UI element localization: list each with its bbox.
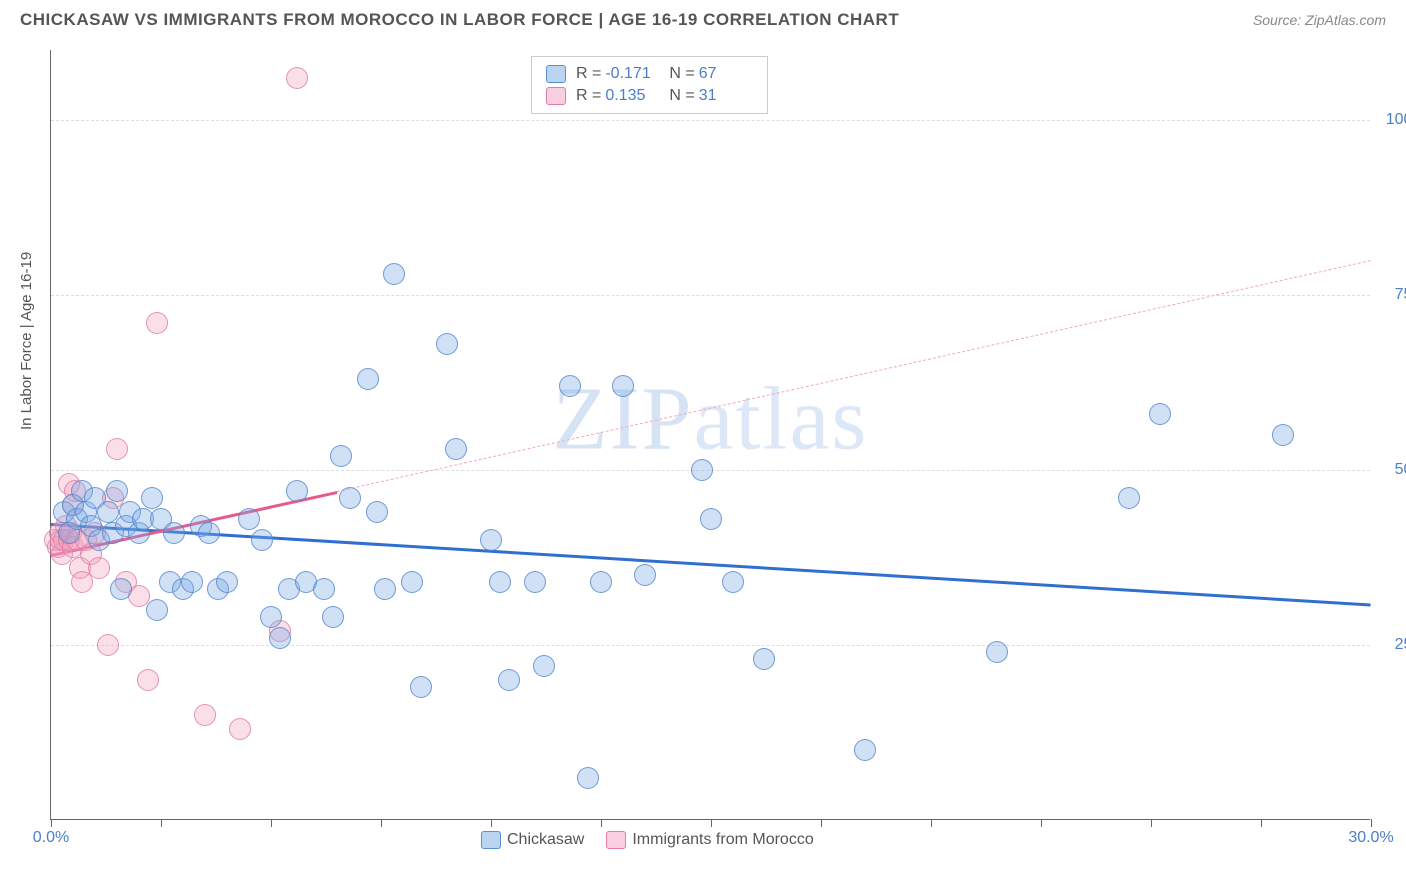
scatter-point-a: [110, 578, 132, 600]
stat-n-b: 31: [699, 87, 753, 105]
scatter-point-a: [590, 571, 612, 593]
scatter-point-a: [1118, 487, 1140, 509]
y-tick-label: 75.0%: [1380, 286, 1406, 304]
legend-label-a: Chickasaw: [507, 831, 584, 848]
gridline-h: [51, 120, 1370, 121]
scatter-point-a: [141, 487, 163, 509]
scatter-point-b: [146, 312, 168, 334]
trend-line: [51, 523, 1371, 606]
scatter-point-a: [489, 571, 511, 593]
scatter-point-a: [436, 333, 458, 355]
scatter-point-a: [163, 522, 185, 544]
source-label: Source: ZipAtlas.com: [1253, 12, 1386, 28]
x-tick: [1261, 819, 1262, 827]
x-tick: [601, 819, 602, 827]
legend-swatch-b-bottom: [606, 831, 626, 849]
x-tick-label: 30.0%: [1348, 829, 1393, 847]
x-tick: [1151, 819, 1152, 827]
scatter-point-b: [194, 704, 216, 726]
scatter-point-a: [251, 529, 273, 551]
scatter-point-a: [198, 522, 220, 544]
scatter-point-a: [330, 445, 352, 467]
scatter-point-a: [986, 641, 1008, 663]
scatter-point-a: [269, 627, 291, 649]
x-tick: [1041, 819, 1042, 827]
scatter-point-a: [357, 368, 379, 390]
x-tick: [931, 819, 932, 827]
scatter-point-a: [313, 578, 335, 600]
scatter-point-a: [146, 599, 168, 621]
scatter-point-a: [410, 676, 432, 698]
scatter-point-a: [383, 263, 405, 285]
scatter-point-a: [1272, 424, 1294, 446]
scatter-point-a: [260, 606, 282, 628]
scatter-point-b: [137, 669, 159, 691]
gridline-h: [51, 645, 1370, 646]
legend-swatch-b: [546, 87, 566, 105]
scatter-point-a: [216, 571, 238, 593]
y-tick-label: 25.0%: [1380, 636, 1406, 654]
x-tick-label: 0.0%: [33, 829, 69, 847]
x-tick: [51, 819, 52, 827]
x-tick: [1371, 819, 1372, 827]
scatter-point-a: [691, 459, 713, 481]
stat-n-a: 67: [699, 65, 753, 83]
scatter-point-a: [374, 578, 396, 600]
scatter-point-a: [286, 480, 308, 502]
legend-label-b: Immigrants from Morocco: [632, 831, 813, 848]
scatter-point-a: [700, 508, 722, 530]
scatter-point-a: [577, 767, 599, 789]
scatter-point-a: [366, 501, 388, 523]
legend-series: Chickasaw Immigrants from Morocco: [481, 831, 814, 849]
scatter-point-a: [533, 655, 555, 677]
scatter-point-a: [854, 739, 876, 761]
scatter-point-b: [88, 557, 110, 579]
stat-r-b: 0.135: [605, 87, 659, 105]
legend-swatch-a: [546, 65, 566, 83]
scatter-point-a: [722, 571, 744, 593]
y-tick-label: 100.0%: [1380, 111, 1406, 129]
scatter-point-a: [445, 438, 467, 460]
scatter-point-a: [181, 571, 203, 593]
plot-area: ZIPatlas R = -0.171 N = 67 R = 0.135 N =…: [50, 50, 1370, 820]
y-tick-label: 50.0%: [1380, 461, 1406, 479]
x-tick: [821, 819, 822, 827]
scatter-point-a: [524, 571, 546, 593]
scatter-point-a: [339, 487, 361, 509]
scatter-point-a: [401, 571, 423, 593]
scatter-point-a: [498, 669, 520, 691]
x-tick: [271, 819, 272, 827]
scatter-point-a: [238, 508, 260, 530]
x-tick: [161, 819, 162, 827]
scatter-point-a: [322, 606, 344, 628]
scatter-point-a: [1149, 403, 1171, 425]
x-tick: [491, 819, 492, 827]
x-tick: [711, 819, 712, 827]
y-axis-label: In Labor Force | Age 16-19: [18, 252, 35, 430]
legend-swatch-a-bottom: [481, 831, 501, 849]
legend-stats: R = -0.171 N = 67 R = 0.135 N = 31: [531, 56, 768, 114]
scatter-point-b: [286, 67, 308, 89]
x-tick: [381, 819, 382, 827]
scatter-point-a: [559, 375, 581, 397]
gridline-h: [51, 295, 1370, 296]
scatter-point-a: [480, 529, 502, 551]
scatter-point-a: [753, 648, 775, 670]
stat-r-a: -0.171: [605, 65, 659, 83]
scatter-point-b: [106, 438, 128, 460]
scatter-point-a: [634, 564, 656, 586]
scatter-point-b: [97, 634, 119, 656]
chart-title: CHICKASAW VS IMMIGRANTS FROM MOROCCO IN …: [20, 10, 899, 30]
scatter-point-a: [106, 480, 128, 502]
scatter-point-b: [229, 718, 251, 740]
scatter-point-a: [612, 375, 634, 397]
